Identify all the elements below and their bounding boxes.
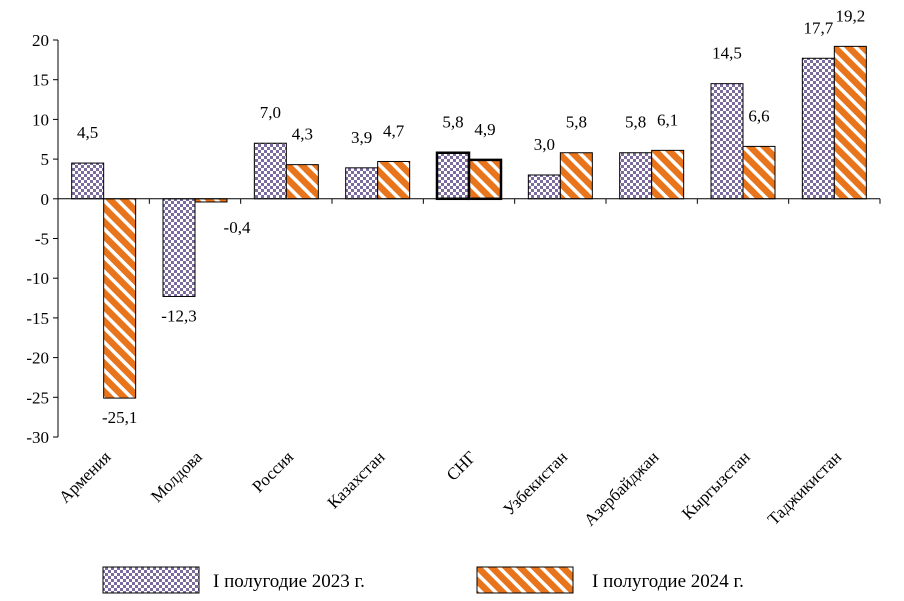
bars bbox=[71, 45, 867, 399]
bar-2-8 bbox=[742, 145, 776, 200]
bar-2-7 bbox=[651, 149, 685, 200]
category-label-9: Таджикистан bbox=[764, 447, 845, 528]
bar-1-1 bbox=[71, 162, 105, 200]
y-tick-label: -30 bbox=[26, 428, 49, 447]
bar-1-5 bbox=[435, 151, 471, 201]
bar-2-9 bbox=[833, 45, 867, 200]
category-label-4: Казахстан bbox=[324, 447, 389, 512]
bar-2-1 bbox=[103, 198, 137, 399]
data-labels: 4,5 -25,1 -12,3 -0,4 7,0 4,3 3,9 4,7 5,8 4,9 3,0 5,… bbox=[77, 6, 865, 427]
data-label-2-6: 5,8 bbox=[566, 113, 587, 132]
data-label-2-2: -0,4 bbox=[224, 218, 251, 237]
data-label-1-9: 17,7 bbox=[803, 18, 833, 37]
y-tick-label: 20 bbox=[32, 31, 49, 50]
category-label-7: Азербайджан bbox=[580, 447, 662, 529]
bar-2-5 bbox=[467, 158, 503, 201]
data-label-1-1: 4,5 bbox=[77, 123, 98, 142]
data-label-1-7: 5,8 bbox=[625, 113, 646, 132]
category-label-3: Россия bbox=[248, 447, 297, 496]
y-tick-label: -15 bbox=[26, 309, 49, 328]
data-label-2-9: 19,2 bbox=[835, 6, 865, 25]
data-label-2-5: 4,9 bbox=[474, 120, 495, 139]
data-label-2-8: 6,6 bbox=[748, 106, 769, 125]
bar-2-3 bbox=[285, 164, 319, 200]
bar-1-8 bbox=[710, 83, 744, 200]
bar-2-6 bbox=[559, 152, 593, 200]
category-label-8: Кыргызстан bbox=[678, 447, 754, 523]
data-label-1-8: 14,5 bbox=[712, 44, 742, 63]
y-tick-label: 10 bbox=[32, 110, 49, 129]
y-tick-label: 0 bbox=[41, 190, 50, 209]
y-tick-label: -5 bbox=[35, 230, 49, 249]
y-tick-label: 15 bbox=[32, 71, 49, 90]
data-label-2-1: -25,1 bbox=[102, 408, 137, 427]
y-tick-label: -10 bbox=[26, 269, 49, 288]
category-label-1: Армения bbox=[55, 447, 114, 506]
data-label-1-3: 7,0 bbox=[260, 103, 281, 122]
category-label-2: Молдова bbox=[147, 447, 206, 506]
legend: I полугодие 2023 г. I полугодие 2024 г. bbox=[102, 566, 744, 594]
legend-label-series-2: I полугодие 2024 г. bbox=[592, 571, 744, 592]
bar-1-4 bbox=[345, 167, 379, 200]
bar-1-3 bbox=[253, 142, 287, 200]
legend-swatch-series-2 bbox=[476, 566, 574, 594]
legend-swatch-series-1 bbox=[102, 566, 200, 594]
data-label-1-4: 3,9 bbox=[351, 128, 372, 147]
data-label-1-6: 3,0 bbox=[534, 135, 555, 154]
bar-2-4 bbox=[377, 160, 411, 200]
data-label-1-2: -12,3 bbox=[161, 306, 196, 325]
y-tick-label: -25 bbox=[26, 388, 49, 407]
data-label-2-7: 6,1 bbox=[657, 110, 678, 129]
bar-1-2 bbox=[162, 198, 196, 297]
category-label-6: Узбекистан bbox=[499, 447, 571, 519]
bar-1-7 bbox=[619, 152, 653, 200]
bar-1-6 bbox=[527, 174, 561, 200]
y-tick-label: 5 bbox=[41, 150, 50, 169]
y-tick-label: -20 bbox=[26, 349, 49, 368]
data-label-1-5: 5,8 bbox=[442, 113, 463, 132]
legend-label-series-1: I полугодие 2023 г. bbox=[213, 571, 365, 592]
data-label-2-4: 4,7 bbox=[383, 121, 405, 140]
y-axis: 20 15 10 5 0 -5 -10 -15 -20 -25 -30 bbox=[26, 31, 59, 447]
category-label-5: СНГ bbox=[443, 447, 480, 484]
data-label-2-3: 4,3 bbox=[292, 125, 313, 144]
bar-1-9 bbox=[801, 57, 835, 200]
